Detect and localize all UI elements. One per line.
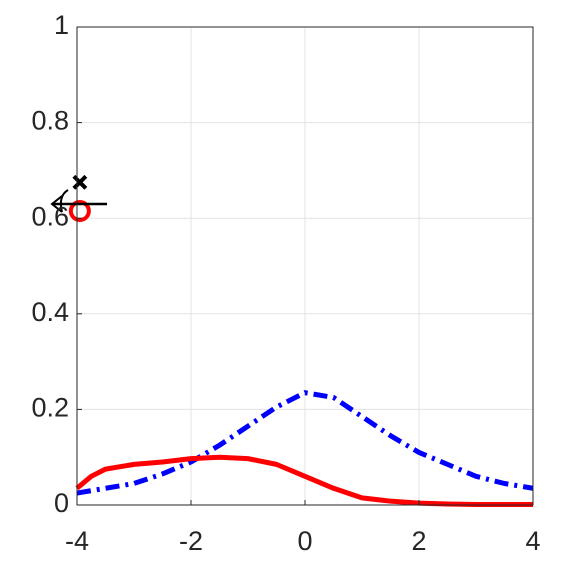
x-tick-label: -4 <box>65 526 89 556</box>
x-tick-label: 2 <box>411 526 426 556</box>
y-tick-label: 0 <box>54 488 69 518</box>
x-marker <box>72 174 88 190</box>
x-tick-label: 0 <box>297 526 312 556</box>
y-tick-label: 1 <box>54 10 69 40</box>
y-tick-label: 0.2 <box>31 393 69 423</box>
data-line <box>75 454 533 508</box>
y-tick-label: 0.8 <box>31 106 69 136</box>
circle-marker <box>68 200 91 223</box>
plot <box>68 174 534 508</box>
arrow-head <box>50 195 63 213</box>
arrow-annotation <box>50 189 107 213</box>
x-tick-label: 4 <box>525 526 540 556</box>
arrow-curve <box>59 189 69 213</box>
y-tick-label: 0.6 <box>31 201 69 231</box>
grid <box>76 26 534 506</box>
x-tick-label: -2 <box>179 526 203 556</box>
data-line <box>76 390 534 496</box>
y-tick-label: 0.4 <box>31 297 69 327</box>
